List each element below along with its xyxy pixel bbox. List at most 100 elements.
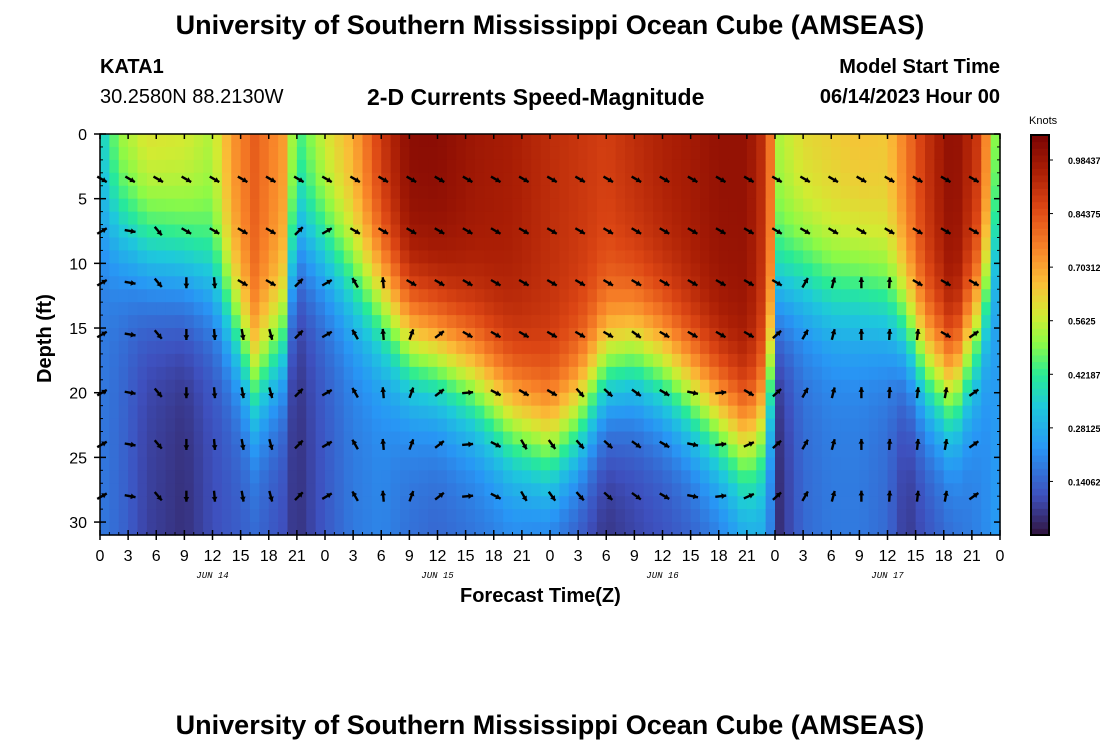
heatmap-cell bbox=[990, 418, 1001, 433]
current-arrow bbox=[518, 175, 530, 184]
heatmap-cell bbox=[493, 444, 504, 458]
heatmap-cell bbox=[943, 405, 954, 420]
heatmap-cell bbox=[587, 470, 598, 484]
heatmap-cell bbox=[334, 483, 345, 497]
heatmap-cell bbox=[681, 353, 692, 368]
heatmap-cell bbox=[943, 250, 954, 264]
heatmap-cell bbox=[850, 134, 860, 148]
heatmap-cell bbox=[409, 185, 420, 200]
heatmap-cell bbox=[840, 159, 851, 174]
heatmap-cell bbox=[296, 250, 307, 264]
heatmap-cell bbox=[203, 366, 214, 381]
heatmap-cell bbox=[934, 134, 945, 148]
current-arrow bbox=[124, 280, 136, 286]
heatmap-cell bbox=[531, 237, 542, 252]
heatmap-cell bbox=[709, 522, 720, 536]
heatmap-cell bbox=[428, 211, 439, 226]
heatmap-cell bbox=[315, 134, 326, 148]
heatmap-cell bbox=[118, 211, 129, 226]
heatmap-cell bbox=[596, 185, 607, 200]
heatmap-cell bbox=[615, 134, 626, 148]
heatmap-cell bbox=[756, 431, 767, 446]
heatmap-cell bbox=[718, 250, 729, 264]
heatmap-cell bbox=[428, 431, 439, 446]
heatmap-cell bbox=[446, 146, 457, 161]
heatmap-cell bbox=[596, 405, 607, 420]
heatmap-cell bbox=[812, 315, 823, 329]
heatmap-cell bbox=[990, 315, 1001, 329]
heatmap-cell bbox=[456, 392, 467, 407]
heatmap-cell bbox=[812, 159, 823, 174]
heatmap-cell bbox=[653, 444, 664, 458]
heatmap-cell bbox=[475, 302, 485, 316]
current-arrow bbox=[211, 490, 218, 502]
heatmap-cell bbox=[512, 198, 523, 213]
heatmap-cell bbox=[100, 496, 110, 510]
heatmap-cell bbox=[165, 289, 176, 303]
heatmap-cell bbox=[709, 302, 720, 316]
heatmap-cell bbox=[700, 146, 710, 161]
heatmap-cell bbox=[231, 405, 242, 420]
heatmap-cell bbox=[925, 159, 935, 174]
heatmap-cell bbox=[756, 237, 767, 252]
heatmap-cell bbox=[971, 509, 982, 523]
heatmap-cell bbox=[400, 379, 410, 394]
heatmap-cell bbox=[681, 146, 692, 161]
heatmap-cell bbox=[512, 522, 523, 536]
heatmap-cell bbox=[325, 405, 335, 420]
heatmap-cell bbox=[353, 509, 364, 523]
current-arrow bbox=[211, 328, 218, 341]
heatmap-cell bbox=[887, 146, 898, 161]
heatmap-cell bbox=[184, 405, 195, 420]
heatmap-cell bbox=[756, 172, 767, 187]
heatmap-cell bbox=[850, 405, 860, 420]
heatmap-cell bbox=[193, 302, 204, 316]
heatmap-cell bbox=[306, 328, 317, 342]
heatmap-cell bbox=[625, 328, 635, 342]
heatmap-cell bbox=[268, 237, 279, 252]
heatmap-cell bbox=[981, 146, 992, 161]
heatmap-cell bbox=[643, 379, 654, 394]
heatmap-cell bbox=[850, 522, 860, 536]
heatmap-cell bbox=[428, 444, 439, 458]
heatmap-cell bbox=[193, 237, 204, 252]
heatmap-cell bbox=[456, 470, 467, 484]
heatmap-cell bbox=[803, 379, 814, 394]
heatmap-cell bbox=[296, 276, 307, 290]
current-arrow bbox=[380, 387, 387, 399]
heatmap-cell bbox=[812, 211, 823, 226]
heatmap-cell bbox=[353, 392, 364, 407]
heatmap-cell bbox=[100, 263, 110, 277]
current-arrow bbox=[856, 227, 867, 235]
heatmap-cell bbox=[681, 483, 692, 497]
heatmap-cell bbox=[118, 353, 129, 368]
heatmap-cell bbox=[240, 522, 251, 536]
heatmap-cell bbox=[334, 134, 345, 148]
heatmap-cell bbox=[493, 146, 504, 161]
heatmap-cell bbox=[521, 444, 532, 458]
heatmap-cell bbox=[596, 340, 607, 355]
heatmap-cell bbox=[718, 496, 729, 510]
heatmap-cell bbox=[812, 483, 823, 497]
current-arrow bbox=[211, 387, 218, 399]
heatmap-cell bbox=[915, 509, 926, 523]
heatmap-cell bbox=[278, 392, 289, 407]
heatmap-cell bbox=[878, 418, 889, 433]
heatmap-cell bbox=[681, 418, 692, 433]
heatmap-cell bbox=[971, 250, 982, 264]
heatmap-cell bbox=[746, 392, 757, 407]
heatmap-cell bbox=[615, 509, 626, 523]
current-arrow bbox=[574, 175, 586, 184]
heatmap-cell bbox=[240, 328, 251, 342]
heatmap-cell bbox=[784, 302, 795, 316]
heatmap-cell bbox=[484, 340, 495, 355]
heatmap-cell bbox=[353, 496, 364, 510]
heatmap-cell bbox=[165, 172, 176, 187]
heatmap-cell bbox=[446, 315, 457, 329]
heatmap-cell bbox=[165, 418, 176, 433]
heatmap-cell bbox=[475, 366, 485, 381]
current-arrow bbox=[884, 175, 895, 184]
heatmap-cell bbox=[690, 289, 701, 303]
heatmap-cell bbox=[521, 431, 532, 446]
heatmap-cell bbox=[428, 379, 439, 394]
